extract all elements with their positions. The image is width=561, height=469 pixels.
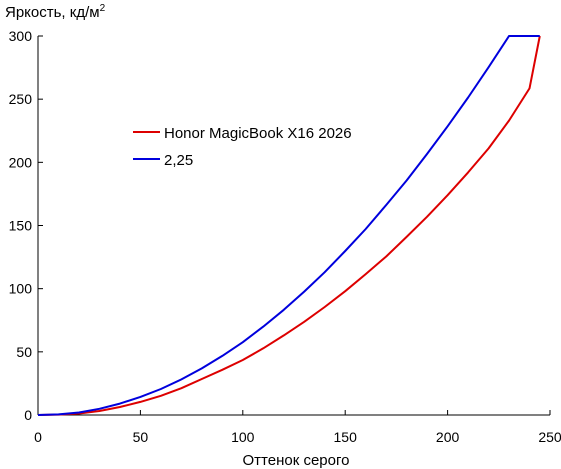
y-tick-label: 50 [16,344,32,360]
x-axis-title: Оттенок серого [243,452,350,469]
y-ticks: 0 50 100 150 200 250 300 [9,28,43,423]
x-tick-label: 100 [231,429,255,445]
y-tick-label: 300 [9,28,33,44]
y-tick-label: 100 [9,281,33,297]
y-tick-label: 200 [9,154,33,170]
series-layer [37,35,541,416]
x-ticks: 0 50 100 150 200 250 [34,410,561,445]
x-tick-label: 150 [334,429,358,445]
legend-label-gamma: 2,25 [164,152,193,169]
series-line-honor [37,35,541,416]
x-tick-label: 50 [133,429,149,445]
y-tick-label: 0 [24,407,32,423]
legend: Honor MagicBook X16 2026 2,25 [133,125,352,169]
x-tick-label: 200 [436,429,460,445]
plot-area [37,36,550,416]
legend-label-honor: Honor MagicBook X16 2026 [164,125,352,142]
x-tick-label: 0 [34,429,42,445]
x-tick-label: 250 [538,429,561,445]
y-axis-title: Яркость, кд/м2 [5,3,106,21]
series-line-gamma [37,35,540,416]
y-tick-label: 250 [9,91,33,107]
y-tick-label: 150 [9,218,33,234]
